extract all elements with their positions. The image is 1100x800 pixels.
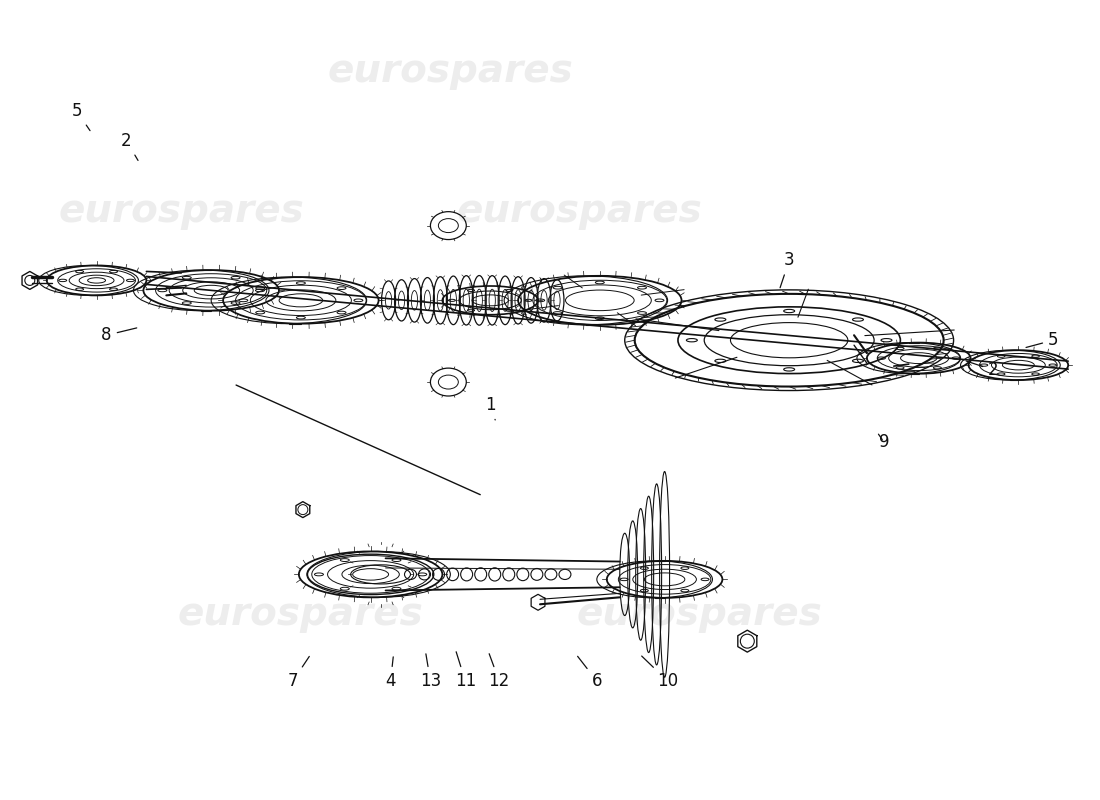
Text: 5: 5 — [72, 102, 90, 130]
Text: 10: 10 — [641, 656, 679, 690]
Text: eurospares: eurospares — [58, 192, 305, 230]
Text: 1: 1 — [485, 396, 495, 420]
Text: 7: 7 — [287, 657, 309, 690]
Text: 5: 5 — [1026, 331, 1058, 350]
Text: 11: 11 — [454, 652, 476, 690]
Text: 2: 2 — [121, 132, 138, 161]
Text: eurospares: eurospares — [576, 595, 823, 634]
Text: eurospares: eurospares — [178, 595, 424, 634]
Text: 13: 13 — [420, 654, 441, 690]
Text: 8: 8 — [101, 326, 136, 344]
Text: 9: 9 — [879, 433, 889, 451]
Text: 2: 2 — [966, 361, 999, 379]
Text: 6: 6 — [578, 656, 602, 690]
Text: 4: 4 — [385, 657, 396, 690]
Text: 12: 12 — [488, 654, 509, 690]
Text: 3: 3 — [780, 251, 794, 288]
Text: eurospares: eurospares — [328, 52, 573, 90]
Text: eurospares: eurospares — [456, 192, 703, 230]
